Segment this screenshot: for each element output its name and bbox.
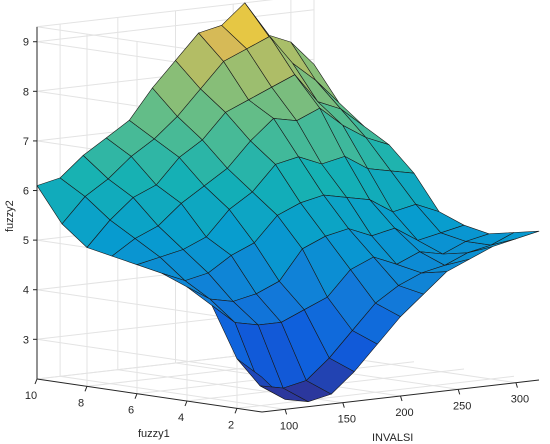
y-tick <box>34 378 38 385</box>
y-tick-label: 10 <box>25 390 37 402</box>
x-tick-label: 300 <box>511 394 529 406</box>
y-axis-label: fuzzy1 <box>138 428 170 440</box>
y-tick <box>84 386 88 392</box>
y-tick-label: 6 <box>128 405 134 417</box>
y-tick <box>234 408 238 414</box>
x-tick-label: 150 <box>338 414 356 426</box>
x-axis-label: INVALSI <box>372 432 413 444</box>
z-tick-label: 8 <box>23 86 29 98</box>
x-tick-label: 200 <box>395 407 413 419</box>
x-tick <box>284 409 288 415</box>
z-axis-label: fuzzy2 <box>4 200 16 232</box>
y-axis-line <box>36 378 263 413</box>
y-tick-label: 8 <box>78 397 84 409</box>
z-tick-label: 3 <box>23 334 29 346</box>
surface <box>36 2 540 403</box>
surface-patch <box>490 230 540 246</box>
y-tick <box>184 400 188 407</box>
z-tick-label: 9 <box>23 37 29 49</box>
x-tick <box>457 389 461 395</box>
x-tick <box>342 402 345 408</box>
y-tick-label: 2 <box>228 419 234 431</box>
x-tick-label: 100 <box>280 420 298 432</box>
y-tick-label: 4 <box>178 412 184 424</box>
x-tick <box>400 395 403 402</box>
z-tick-label: 4 <box>23 285 29 297</box>
z-tick-label: 6 <box>23 186 29 198</box>
x-tick <box>515 382 518 388</box>
z-tick-label: 7 <box>23 136 29 148</box>
z-tick-label: 5 <box>23 235 29 247</box>
x-tick-label: 250 <box>453 400 471 412</box>
y-tick <box>134 393 138 399</box>
axes: 100 150 200 250 300 2 4 6 8 10 3 4 5 6 7 8 9 <box>23 26 540 432</box>
